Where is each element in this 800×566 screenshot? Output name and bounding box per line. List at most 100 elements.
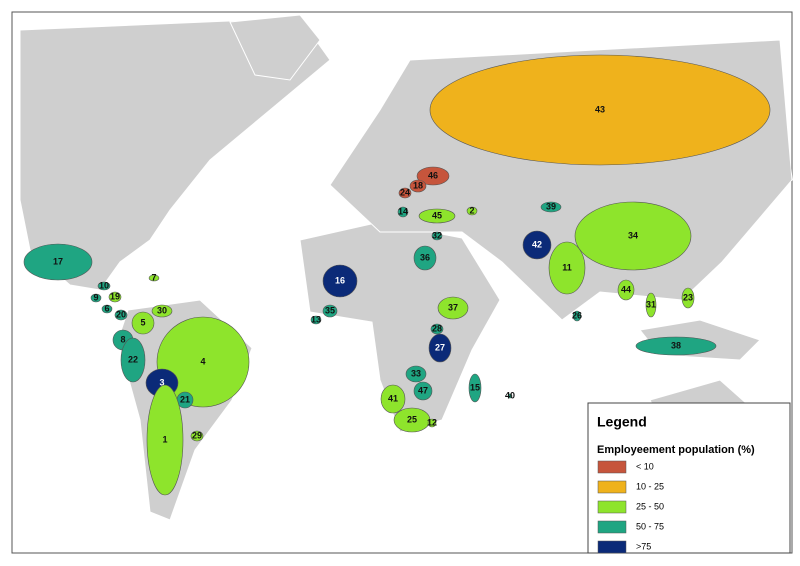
legend-label: 10 - 25 [636, 481, 664, 491]
country [380, 384, 406, 414]
legend-title: Legend [597, 414, 647, 430]
country [574, 201, 692, 271]
country-label: 10 [99, 280, 109, 290]
legend-swatch [597, 460, 627, 474]
country-label: 23 [683, 292, 693, 302]
country-label: 29 [192, 430, 202, 440]
country [416, 166, 450, 186]
country [114, 309, 128, 321]
country [645, 292, 657, 318]
country [572, 310, 582, 322]
country-label: 13 [311, 314, 321, 324]
country-label: 1 [162, 434, 167, 444]
country [322, 304, 338, 318]
country-label: 7 [151, 272, 156, 282]
country [101, 304, 113, 314]
country-label: 34 [628, 230, 638, 240]
country-label: 39 [546, 201, 556, 211]
country-label: 12 [427, 417, 437, 427]
country [108, 291, 122, 303]
country-label: 30 [157, 305, 167, 315]
legend-swatch [597, 480, 627, 494]
legend-label: >75 [636, 541, 651, 551]
country [429, 54, 771, 166]
country-label: 9 [93, 292, 98, 302]
country-label: 45 [432, 210, 442, 220]
country [146, 384, 184, 496]
country-label: 31 [646, 299, 656, 309]
country [681, 287, 695, 309]
country [418, 208, 456, 224]
country [431, 231, 443, 241]
country-label: 26 [572, 310, 582, 320]
country [413, 381, 433, 401]
country [522, 230, 552, 260]
country-label: 42 [532, 239, 542, 249]
country-label: 47 [418, 385, 428, 395]
country-label: 2 [469, 205, 474, 215]
legend-swatch [597, 500, 627, 514]
country [90, 293, 102, 303]
country-label: 6 [104, 303, 109, 313]
country [430, 323, 444, 335]
country [120, 337, 146, 383]
legend-swatch [597, 540, 627, 554]
legend-label: 25 - 50 [636, 501, 664, 511]
country-label: 4 [200, 356, 205, 366]
country [507, 393, 513, 399]
country-label: 27 [435, 342, 445, 352]
country [617, 279, 635, 301]
country-label: 44 [621, 284, 631, 294]
country-label: 3 [159, 377, 164, 387]
country [397, 206, 409, 218]
country [151, 304, 173, 318]
country-label: 33 [411, 368, 421, 378]
legend-entries: < 10 10 - 25 25 - 50 50 - 75 >75 [597, 460, 664, 554]
legend-label: < 10 [636, 461, 654, 471]
country-label: 37 [448, 302, 458, 312]
country [409, 179, 427, 193]
country-label: 25 [407, 414, 417, 424]
country-label: 32 [432, 230, 442, 240]
country-label: 5 [140, 317, 145, 327]
country-label: 36 [420, 252, 430, 262]
legend-label: 50 - 75 [636, 521, 664, 531]
country [427, 418, 437, 428]
country-label: 8 [120, 334, 125, 344]
country-label: 21 [180, 394, 190, 404]
country [131, 311, 155, 335]
legend-subtitle: Employeement population (%) [597, 444, 755, 456]
country [156, 316, 250, 408]
country-label: 46 [428, 170, 438, 180]
country [548, 241, 586, 295]
country [635, 336, 717, 356]
country [540, 201, 562, 213]
country-label: 24 [400, 187, 410, 197]
country [468, 373, 482, 403]
legend: Legend Employeement population (%) < 10 1… [587, 402, 791, 554]
country [437, 296, 469, 320]
country-label: 43 [595, 104, 605, 114]
country [97, 281, 111, 291]
country-label: 14 [398, 206, 408, 216]
country-label: 20 [116, 309, 126, 319]
country [466, 206, 478, 216]
country-label: 22 [128, 354, 138, 364]
country [413, 245, 437, 271]
country-label: 17 [53, 256, 63, 266]
country-label: 18 [413, 180, 423, 190]
country-label: 40 [505, 390, 515, 400]
country-label: 41 [388, 393, 398, 403]
country [310, 315, 322, 325]
country [322, 264, 358, 298]
country-label: 16 [335, 275, 345, 285]
country [398, 187, 412, 199]
country [428, 333, 452, 363]
country-label: 35 [325, 305, 335, 315]
country-label: 28 [432, 323, 442, 333]
country [23, 243, 93, 281]
country [148, 274, 160, 282]
country-label: 38 [671, 340, 681, 350]
